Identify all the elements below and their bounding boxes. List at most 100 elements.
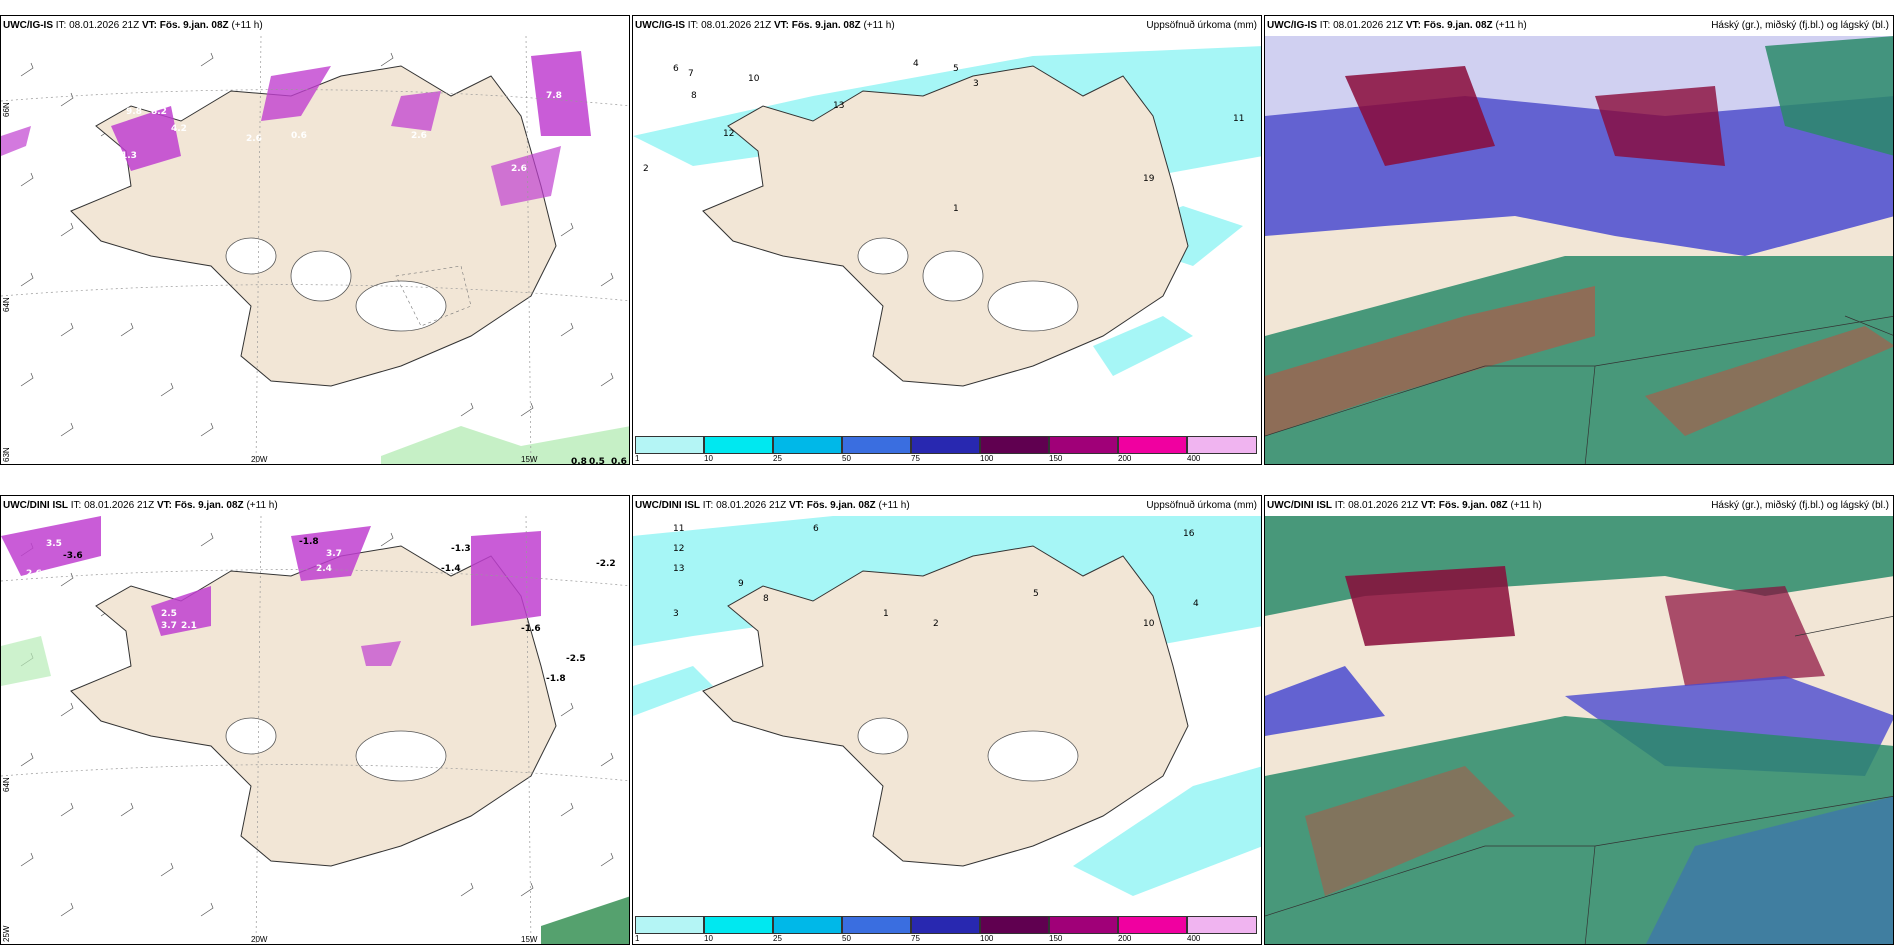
colorbar-tick: 200 bbox=[1118, 934, 1132, 943]
precip-label: 2.6 bbox=[246, 134, 262, 144]
lon-label: 20W bbox=[251, 935, 268, 944]
precip-label: 1.3 bbox=[121, 151, 137, 161]
precip-label: 1.9 bbox=[559, 139, 575, 149]
panel-bottom-middle: UWC/DINI ISL IT: 08.01.2026 21Z VT: Fös.… bbox=[632, 495, 1262, 945]
precip-label: 2 bbox=[933, 619, 939, 629]
colorbar-swatch bbox=[1049, 916, 1118, 934]
panel-header: UWC/IG-IS IT: 08.01.2026 21Z VT: Fös. 9.… bbox=[1265, 16, 1893, 36]
precip-label: 2.6 bbox=[511, 164, 527, 174]
field-title: Uppsöfnuð úrkoma (mm) bbox=[1146, 500, 1257, 511]
colorbar-tick: 100 bbox=[980, 454, 994, 463]
init-time: IT: 08.01.2026 21Z bbox=[55, 20, 140, 31]
lead-time: (+11 h) bbox=[1495, 20, 1527, 31]
lat-label: 63N bbox=[2, 447, 11, 462]
colorbar-tick: 1 bbox=[635, 454, 640, 463]
colorbar-swatch bbox=[704, 916, 773, 934]
panel-header: UWC/DINI ISL IT: 08.01.2026 21Z VT: Fös.… bbox=[633, 496, 1261, 516]
map-cloud-cover bbox=[1265, 36, 1893, 464]
valid-time: VT: Fös. 9.jan. 08Z bbox=[773, 20, 861, 31]
colorbar-swatch bbox=[980, 436, 1049, 454]
precip-label: 3.7 bbox=[326, 549, 342, 559]
precip-label: 4 bbox=[913, 59, 919, 69]
valid-time: VT: Fös. 9.jan. 08Z bbox=[1420, 500, 1508, 511]
field-title: Háský (gr.), miðský (fj.bl.) og lágský (… bbox=[1711, 20, 1889, 31]
precip-label: 1 bbox=[953, 204, 959, 214]
colorbar: 1 10 25 50 75 100 150 200 400 bbox=[635, 436, 1259, 463]
precip-label: 5 bbox=[1033, 589, 1039, 599]
colorbar-swatch bbox=[911, 916, 980, 934]
lon-label: 15W bbox=[521, 935, 538, 944]
panel-top-left: UWC/IG-IS IT: 08.01.2026 21Z VT: Fös. 9.… bbox=[0, 15, 630, 465]
map-accumulated-precip: 11 12 13 9 8 6 10 5 4 3 2 1 16 bbox=[633, 516, 1261, 916]
lat-label: 64N bbox=[2, 777, 11, 792]
lon-label: 25W bbox=[2, 925, 11, 942]
lon-label: 20W bbox=[251, 455, 268, 464]
colorbar-swatch bbox=[1049, 436, 1118, 454]
colorbar-tick: 10 bbox=[704, 934, 713, 943]
precip-label: 16 bbox=[1183, 529, 1195, 539]
precip-label: 3 bbox=[673, 609, 679, 619]
panel-header: UWC/IG-IS IT: 08.01.2026 21Z VT: Fös. 9.… bbox=[633, 16, 1261, 36]
colorbar-tick: 150 bbox=[1049, 454, 1063, 463]
field-title: Háský (gr.), miðský (fj.bl.) og lágský (… bbox=[1711, 500, 1889, 511]
precip-label: -1.4 bbox=[441, 564, 461, 574]
precip-label: 7 bbox=[688, 69, 694, 79]
precip-label: 9 bbox=[738, 579, 744, 589]
precip-label: 1 bbox=[883, 609, 889, 619]
precip-label: 13 bbox=[673, 564, 684, 574]
lead-time: (+11 h) bbox=[231, 20, 263, 31]
init-time: IT: 08.01.2026 21Z bbox=[702, 500, 787, 511]
precip-label: 2.5 bbox=[161, 609, 177, 619]
lead-time: (+11 h) bbox=[863, 20, 895, 31]
precip-label: 0.8 bbox=[571, 457, 587, 465]
precip-label: 0.6 bbox=[291, 131, 307, 141]
precip-label: 6 bbox=[673, 64, 679, 74]
precip-label: 4 bbox=[1193, 599, 1199, 609]
precip-label: -1.8 bbox=[299, 537, 319, 547]
valid-time: VT: Fös. 9.jan. 08Z bbox=[1405, 20, 1493, 31]
map-wind-precip: 9.8 8.2 4.2 2.6 1.3 0.6 2.6 7.8 1.9 2.6 … bbox=[1, 36, 629, 465]
model-name: UWC/DINI ISL bbox=[1267, 500, 1332, 511]
precip-label: 2.6 bbox=[411, 131, 427, 141]
precip-label: 8 bbox=[763, 594, 769, 604]
lead-time: (+11 h) bbox=[878, 500, 910, 511]
panel-top-right: UWC/IG-IS IT: 08.01.2026 21Z VT: Fös. 9.… bbox=[1264, 15, 1894, 465]
map-wind-precip: 3.5 2.6 3.7 2.4 2.5 3.7 2.1 -3.6 -1.8 -1… bbox=[1, 516, 629, 944]
colorbar-swatch bbox=[911, 436, 980, 454]
model-name: UWC/DINI ISL bbox=[635, 500, 700, 511]
precip-label: 3.5 bbox=[46, 539, 62, 549]
colorbar-swatch bbox=[1187, 916, 1257, 934]
colorbar-tick: 75 bbox=[911, 454, 920, 463]
precip-label: -2.5 bbox=[566, 654, 586, 664]
colorbar-swatch bbox=[842, 436, 911, 454]
precip-label: 3 bbox=[973, 79, 979, 89]
colorbar-swatch bbox=[980, 916, 1049, 934]
valid-time: VT: Fös. 9.jan. 08Z bbox=[156, 500, 244, 511]
model-name: UWC/DINI ISL bbox=[3, 500, 68, 511]
precip-label: 5 bbox=[953, 64, 959, 74]
colorbar: 1 10 25 50 75 100 150 200 400 bbox=[635, 916, 1259, 943]
colorbar-tick: 1 bbox=[635, 934, 640, 943]
precip-label: 11 bbox=[673, 524, 684, 534]
lat-label: 64N bbox=[2, 297, 11, 312]
panel-header: UWC/DINI ISL IT: 08.01.2026 21Z VT: Fös.… bbox=[1, 496, 629, 516]
precip-label: -1.8 bbox=[546, 674, 566, 684]
precip-label: 2 bbox=[643, 164, 649, 174]
precip-label: 12 bbox=[673, 544, 684, 554]
precip-label: 13 bbox=[833, 101, 844, 111]
colorbar-tick: 25 bbox=[773, 454, 782, 463]
precip-label: 10 bbox=[1143, 619, 1155, 629]
model-name: UWC/IG-IS bbox=[1267, 20, 1317, 31]
colorbar-tick: 50 bbox=[842, 454, 851, 463]
precip-label: 19 bbox=[1143, 174, 1155, 184]
precip-label: 11 bbox=[1233, 114, 1244, 124]
colorbar-tick: 150 bbox=[1049, 934, 1063, 943]
colorbar-swatch bbox=[773, 916, 842, 934]
colorbar-tick: 75 bbox=[911, 934, 920, 943]
model-name: UWC/IG-IS bbox=[635, 20, 685, 31]
colorbar-swatch bbox=[842, 916, 911, 934]
map-accumulated-precip: 6 7 8 10 12 13 4 5 3 2 1 19 11 bbox=[633, 36, 1261, 436]
precip-label: 12 bbox=[723, 129, 734, 139]
lat-label: 66N bbox=[2, 102, 11, 117]
precip-label: 6 bbox=[813, 524, 819, 534]
